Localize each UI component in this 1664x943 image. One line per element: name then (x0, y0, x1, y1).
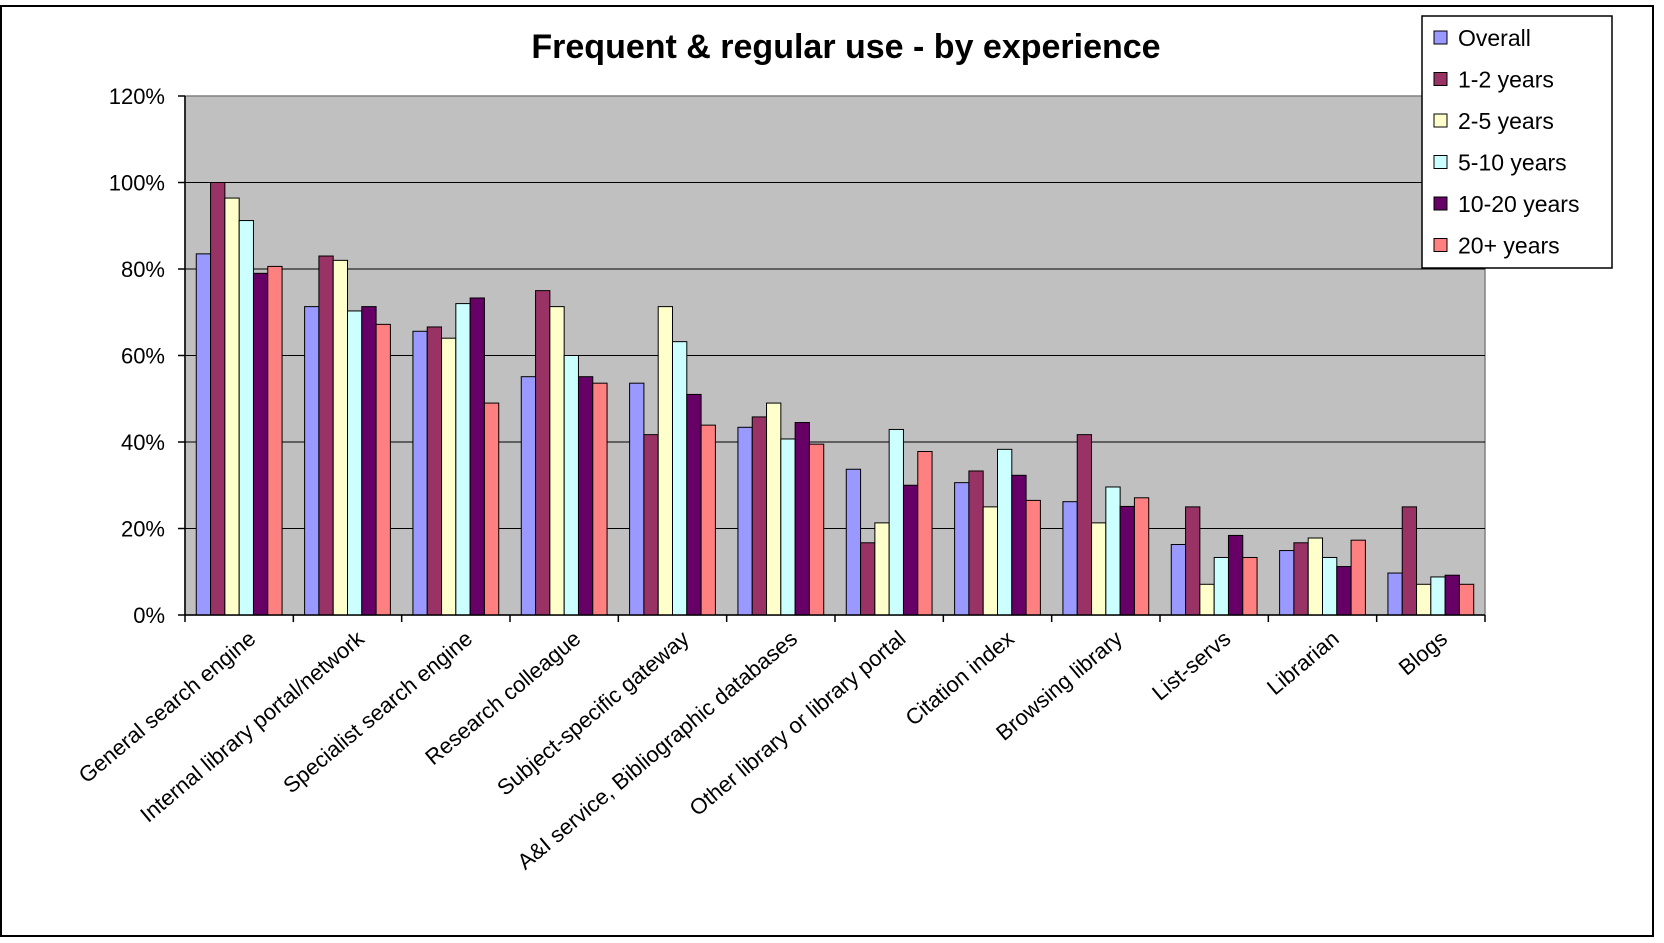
bar-1-2-years (860, 542, 876, 616)
bar-overall (954, 482, 970, 616)
bar-1-2-years (751, 416, 768, 616)
legend-swatch (1433, 196, 1448, 211)
bar-20-years (375, 323, 391, 616)
bar-2-5-years (657, 306, 674, 616)
bar-2-5-years (441, 337, 457, 616)
bar-5-10-years (563, 355, 579, 616)
y-tick-label: 20% (121, 517, 165, 542)
bar-10-20-years (686, 393, 702, 616)
bar-overall (195, 253, 212, 616)
bar-20-years (1458, 583, 1475, 616)
bar-5-10-years (1213, 556, 1229, 616)
bar-2-5-years (874, 522, 890, 616)
bar-10-20-years (1336, 566, 1352, 616)
bar-1-2-years (426, 326, 443, 616)
bar-5-10-years (455, 303, 471, 616)
bar-2-5-years (1091, 522, 1107, 616)
bar-2-5-years (1307, 537, 1323, 616)
bar-10-20-years (1011, 474, 1027, 616)
bar-1-2-years (643, 434, 659, 616)
y-tick-label: 120% (109, 84, 165, 109)
bar-5-10-years (780, 438, 796, 616)
bar-5-10-years (1322, 556, 1338, 616)
bar-10-20-years (902, 484, 919, 616)
bar-20-years (1025, 499, 1041, 616)
legend-label: 10-20 years (1458, 191, 1579, 217)
y-tick-label: 60% (121, 344, 165, 369)
legend-swatch (1433, 238, 1448, 252)
bar-20-years (808, 443, 825, 616)
legend-label: Overall (1458, 25, 1531, 51)
bar-1-2-years (535, 290, 551, 616)
legend-swatch (1433, 113, 1448, 128)
bar-2-5-years (1416, 583, 1432, 616)
bar-1-2-years (1401, 506, 1418, 616)
bar-overall (737, 426, 753, 616)
bar-2-5-years (549, 306, 565, 616)
bar-2-5-years (766, 402, 782, 616)
gridlines (185, 182, 1485, 529)
bar-10-20-years (469, 297, 485, 616)
bar-5-10-years (347, 310, 363, 616)
bar-2-5-years (982, 506, 999, 616)
bar-20-years (592, 382, 608, 616)
bar-2-5-years (224, 197, 240, 616)
bar-overall (1170, 544, 1187, 616)
legend-swatch (1433, 72, 1448, 86)
bar-20-years (917, 451, 933, 616)
legend-label: 2-5 years (1458, 108, 1554, 134)
bar-overall (1387, 572, 1403, 616)
bar-5-10-years (888, 428, 904, 616)
y-tick-label: 100% (109, 171, 165, 196)
bar-10-20-years (1227, 534, 1244, 616)
bar-2-5-years (332, 259, 349, 616)
legend-swatch (1433, 30, 1448, 45)
bar-1-2-years (318, 255, 334, 616)
bar-10-20-years (252, 272, 269, 616)
y-tick-label: 40% (121, 430, 165, 455)
bar-5-10-years (672, 341, 688, 616)
bar-20-years (700, 424, 716, 616)
bar-overall (520, 376, 537, 616)
bar-20-years (1133, 497, 1150, 616)
bar-20-years (1242, 556, 1258, 616)
bar-5-10-years (238, 220, 254, 616)
bar-overall (412, 330, 428, 616)
bar-10-20-years (794, 422, 810, 616)
chart-title: Frequent & regular use - by experience (531, 28, 1160, 66)
bar-1-2-years (1185, 506, 1201, 616)
bar-overall (1062, 501, 1078, 616)
bar-20-years (267, 265, 283, 616)
bar-overall (304, 306, 320, 616)
y-tick-label: 80% (121, 257, 165, 282)
bar-1-2-years (1293, 542, 1309, 616)
legend: Overall 1-2 years 2-5 years 5-10 years 10-20… (1421, 15, 1613, 269)
legend-swatch (1433, 155, 1448, 169)
bar-5-10-years (1430, 576, 1446, 616)
bar-overall (1279, 550, 1295, 616)
bar-20-years (1350, 539, 1366, 616)
bar-10-20-years (1444, 574, 1460, 616)
legend-label: 20+ years (1458, 233, 1560, 259)
bar-1-2-years (210, 182, 226, 616)
legend-label: 5-10 years (1458, 150, 1567, 176)
bar-5-10-years (997, 448, 1013, 616)
y-tick-label: 0% (133, 603, 165, 628)
bar-1-2-years (1076, 434, 1093, 616)
bar-10-20-years (1119, 505, 1135, 616)
bar-10-20-years (361, 306, 377, 616)
bar-overall (629, 382, 645, 616)
bars (195, 182, 1475, 616)
bar-10-20-years (577, 376, 594, 616)
bar-overall (845, 468, 862, 616)
bar-20-years (483, 402, 500, 616)
legend-box (1421, 15, 1613, 269)
bar-1-2-years (968, 470, 984, 616)
bar-2-5-years (1199, 583, 1215, 616)
legend-label: 1-2 years (1458, 67, 1554, 93)
bar-5-10-years (1105, 486, 1121, 616)
